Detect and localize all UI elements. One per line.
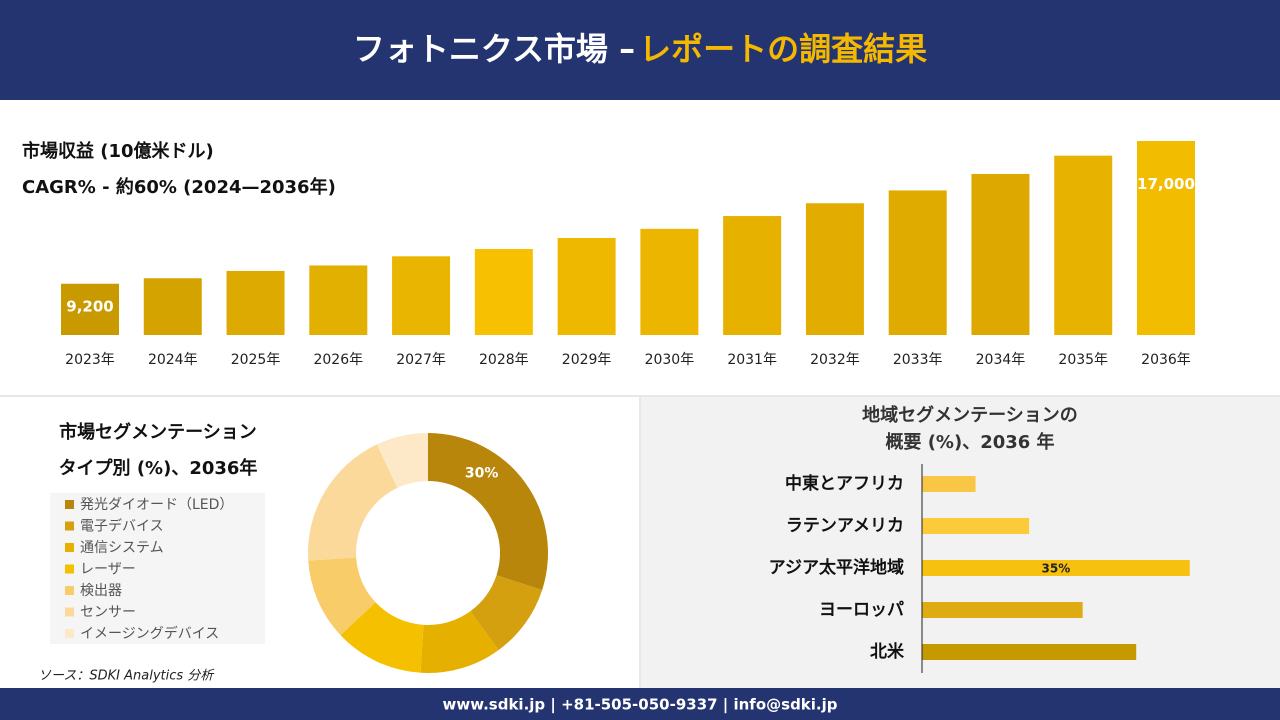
x-tick-label: 2034年: [976, 352, 1026, 368]
donut-slice: [340, 602, 424, 673]
legend-label: レーザー: [80, 562, 136, 578]
donut-slice: [420, 611, 499, 673]
bar: [226, 270, 285, 335]
bar: [888, 190, 947, 335]
x-tick-label: 2028年: [479, 352, 529, 368]
donut-slice: [308, 444, 398, 561]
legend-swatch: [65, 629, 74, 638]
bar: [61, 283, 119, 335]
legend-label: 検出器: [80, 583, 122, 599]
donut-slice: [308, 557, 376, 636]
bar: [1137, 141, 1195, 335]
header-title: フォトニクス市場 – レポートの調査結果: [353, 30, 927, 68]
bar: [309, 265, 368, 335]
x-tick-label: 2030年: [645, 352, 695, 368]
region-panel: [641, 397, 1280, 688]
legend-label: 発光ダイオード（LED）: [80, 497, 233, 513]
value-label: 9,200: [66, 297, 113, 315]
x-tick-label: 2031年: [727, 352, 777, 368]
bar: [557, 238, 616, 335]
x-tick-label: 2035年: [1058, 352, 1108, 368]
chart-title: 地域セグメンテーションの: [862, 404, 1078, 426]
source: ソース：SDKI Analytics 分析: [38, 669, 215, 684]
bar: [922, 518, 1030, 534]
x-tick-label: 2033年: [893, 352, 943, 368]
donut-slice: [470, 575, 543, 651]
title-highlight: レポートの調査結果: [639, 30, 927, 68]
bar: [971, 173, 1030, 335]
header-bar: [0, 0, 1280, 100]
legend-label: センサー: [80, 605, 136, 621]
value-label: 17,000: [1137, 175, 1195, 193]
x-tick-label: 2025年: [231, 352, 281, 368]
legend-box: [50, 493, 265, 644]
bar: [392, 256, 451, 335]
value-label: 35%: [1042, 562, 1071, 576]
legend-swatch: [65, 500, 74, 509]
bar: [723, 216, 782, 335]
bar: [640, 228, 699, 335]
bar: [474, 248, 533, 335]
bar: [922, 602, 1083, 618]
y-tick-label: ヨーロッパ: [819, 600, 904, 620]
legend-label: イメージングデバイス: [80, 625, 219, 642]
x-tick-label: 2029年: [562, 352, 612, 368]
chart-title: 市場セグメンテーション: [59, 421, 257, 443]
bar: [922, 560, 1190, 576]
legend-label: 通信システム: [80, 540, 164, 556]
title-main: フォトニクス市場 –: [353, 30, 635, 68]
y-tick-label: 中東とアフリカ: [785, 473, 904, 494]
x-tick-label: 2023年: [65, 352, 115, 368]
legend-swatch: [65, 607, 74, 617]
y-tick-label: 北米: [870, 641, 905, 662]
x-tick-label: 2026年: [313, 352, 363, 368]
y-tick-label: ラテンアメリカ: [786, 516, 904, 536]
x-tick-label: 2027年: [396, 352, 446, 368]
bar: [143, 278, 202, 335]
x-tick-label: 2036年: [1141, 352, 1191, 368]
x-tick-label: 2032年: [810, 352, 860, 368]
chart-title: タイプ別 (%)、2036年: [59, 457, 258, 479]
legend-swatch: [65, 543, 74, 552]
bar: [805, 203, 864, 335]
footer-bar: [0, 688, 1280, 720]
x-tick-label: 2024年: [148, 352, 198, 368]
bar: [922, 476, 976, 492]
chart-title: 概要 (%)、2036 年: [885, 431, 1054, 453]
legend-label: 電子デバイス: [80, 518, 164, 535]
bar: [922, 644, 1137, 660]
donut-slice: [376, 433, 428, 488]
chart-subtitle: CAGR% - 約60% (2024—2036年): [22, 176, 336, 198]
value-label: 30%: [465, 465, 499, 481]
legend-swatch: [65, 564, 74, 574]
bar: [1054, 155, 1113, 335]
chart-title: 市場収益 (10億米ドル): [22, 140, 214, 162]
legend-swatch: [65, 521, 74, 531]
donut-slice: [428, 433, 548, 591]
legend-swatch: [65, 586, 74, 595]
footer-text: www.sdki.jp | +81-505-050-9337 | info@sd…: [442, 696, 837, 715]
y-tick-label: アジア太平洋地域: [769, 557, 904, 578]
